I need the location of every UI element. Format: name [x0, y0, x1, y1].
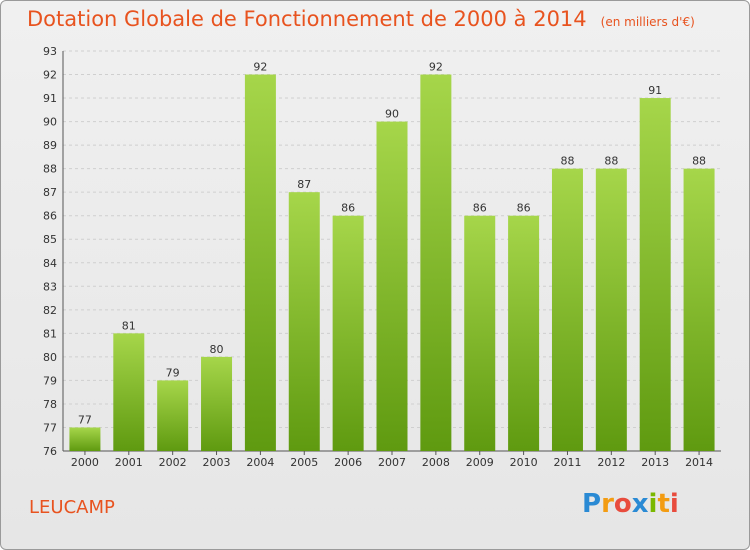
bar [157, 380, 189, 451]
y-tick-label: 80 [43, 351, 57, 364]
y-tick-label: 83 [43, 280, 57, 293]
logo-letter: i [648, 489, 658, 519]
x-tick-label: 2003 [203, 456, 231, 469]
bar [244, 74, 276, 451]
x-tick-label: 2008 [422, 456, 450, 469]
bar [113, 333, 145, 451]
bar [332, 215, 364, 451]
bar-value-label: 90 [385, 108, 399, 121]
bar-value-label: 88 [692, 155, 706, 168]
bar [69, 427, 101, 451]
bar [288, 192, 320, 452]
chart-subtitle: (en milliers d'€) [600, 15, 695, 29]
x-tick-label: 2014 [685, 456, 713, 469]
labels: 76 77 78 79 80 81 82 83 84 85 86 87 88 89 90 91 92 93 2000… [43, 45, 713, 469]
bar [683, 168, 715, 451]
bar [551, 168, 583, 451]
x-tick-label: 2002 [159, 456, 187, 469]
y-tick-label: 92 [43, 69, 57, 82]
bar-value-label: 86 [341, 202, 355, 215]
bar-value-label: 81 [122, 319, 136, 332]
y-tick-label: 85 [43, 233, 57, 246]
x-tick-label: 2011 [553, 456, 581, 469]
logo-letter: r [601, 489, 614, 519]
bar [595, 168, 627, 451]
bar [201, 356, 233, 451]
logo-letter: t [657, 489, 670, 519]
x-tick-label: 2009 [466, 456, 494, 469]
x-tick-label: 2004 [246, 456, 274, 469]
bar [464, 215, 496, 451]
x-tick-label: 2013 [641, 456, 669, 469]
logo-letter: P [582, 489, 602, 519]
y-tick-label: 89 [43, 139, 57, 152]
y-tick-label: 90 [43, 116, 57, 129]
bar-value-label: 87 [297, 178, 311, 191]
y-tick-label: 86 [43, 210, 57, 223]
y-tick-label: 79 [43, 374, 57, 387]
bar-value-label: 88 [560, 155, 574, 168]
chart-title-text: Dotation Globale de Fonctionnement de 20… [27, 7, 587, 31]
commune-name: LEUCAMP [29, 497, 115, 518]
x-tick-label: 2005 [290, 456, 318, 469]
bar-value-label: 79 [166, 366, 180, 379]
bar [376, 121, 408, 452]
bar-value-label: 86 [517, 202, 531, 215]
x-tick-label: 2000 [71, 456, 99, 469]
x-tick-label: 2012 [597, 456, 625, 469]
y-tick-label: 78 [43, 398, 57, 411]
logo-letter: x [631, 489, 649, 519]
bar-value-label: 92 [429, 61, 443, 74]
y-tick-label: 88 [43, 163, 57, 176]
bar-value-label: 80 [210, 343, 224, 356]
bar-value-label: 86 [473, 202, 487, 215]
logo-letter: i [669, 489, 679, 519]
bar [508, 215, 540, 451]
logo-letter: o [613, 489, 632, 519]
y-tick-label: 84 [43, 257, 57, 270]
bar-value-label: 77 [78, 413, 92, 426]
x-tick-label: 2006 [334, 456, 362, 469]
y-tick-label: 82 [43, 304, 57, 317]
y-tick-label: 77 [43, 421, 57, 434]
proxiti-logo: Proxiti [582, 489, 679, 519]
bar [420, 74, 452, 451]
bar-value-label: 92 [253, 61, 267, 74]
y-tick-label: 87 [43, 186, 57, 199]
x-tick-label: 2007 [378, 456, 406, 469]
x-tick-label: 2010 [510, 456, 538, 469]
chart-title: Dotation Globale de Fonctionnement de 20… [27, 7, 695, 31]
bar-value-label: 91 [648, 84, 662, 97]
x-tick-label: 2001 [115, 456, 143, 469]
bar-value-label: 88 [604, 155, 618, 168]
y-tick-label: 91 [43, 92, 57, 105]
bar [639, 98, 671, 451]
bars [69, 74, 715, 452]
y-tick-label: 81 [43, 327, 57, 340]
y-tick-label: 76 [43, 445, 57, 458]
y-tick-label: 93 [43, 45, 57, 58]
